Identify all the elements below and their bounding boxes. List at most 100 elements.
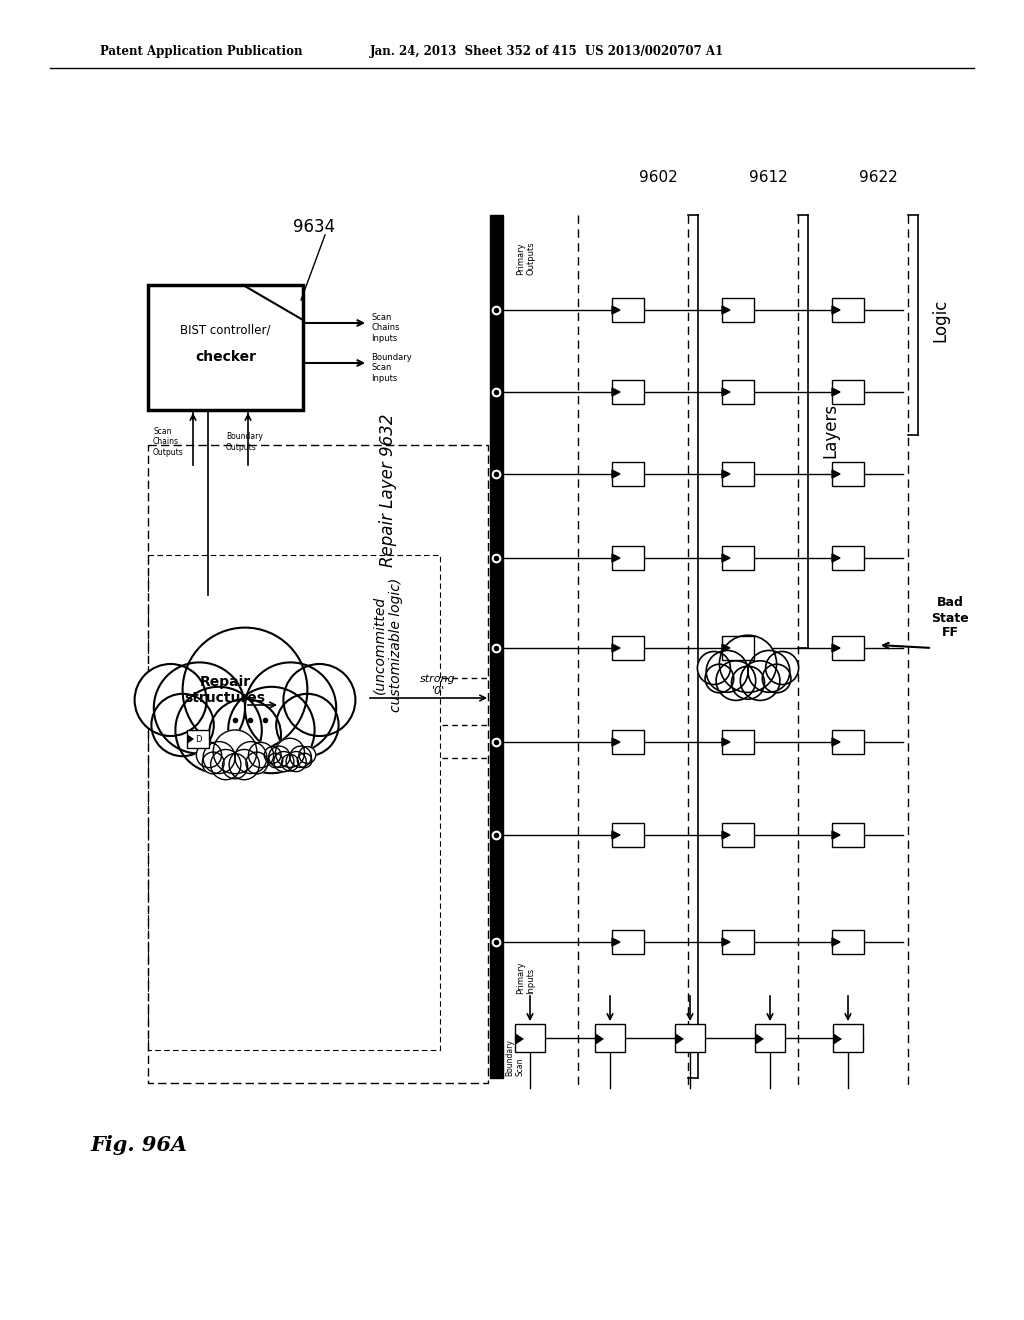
Polygon shape [831, 644, 840, 652]
Polygon shape [831, 832, 840, 840]
Circle shape [222, 754, 248, 779]
Polygon shape [831, 306, 840, 314]
Polygon shape [833, 1034, 842, 1045]
Circle shape [211, 750, 241, 780]
Circle shape [134, 664, 207, 737]
Polygon shape [831, 939, 840, 946]
Circle shape [229, 750, 259, 780]
Circle shape [268, 746, 290, 767]
Circle shape [697, 652, 730, 685]
Polygon shape [831, 554, 840, 562]
Polygon shape [612, 554, 620, 562]
Bar [755, 1024, 785, 1052]
Bar [612, 636, 644, 660]
Circle shape [152, 694, 214, 756]
Circle shape [209, 700, 281, 771]
Polygon shape [187, 734, 194, 744]
Circle shape [284, 664, 355, 737]
Bar [722, 462, 754, 486]
Bar [148, 285, 303, 411]
Polygon shape [722, 939, 730, 946]
Circle shape [716, 661, 756, 701]
Bar [831, 730, 864, 754]
Bar [612, 931, 644, 954]
Polygon shape [722, 388, 730, 396]
Polygon shape [595, 1034, 604, 1045]
Bar [722, 931, 754, 954]
Circle shape [299, 747, 315, 763]
Text: checker: checker [195, 350, 256, 364]
Polygon shape [612, 470, 620, 478]
Circle shape [197, 742, 221, 768]
Bar [831, 298, 864, 322]
Circle shape [203, 752, 224, 774]
Polygon shape [755, 1034, 764, 1045]
Polygon shape [612, 738, 620, 746]
Circle shape [175, 686, 262, 774]
Bar [187, 730, 209, 748]
Bar [612, 822, 644, 847]
Polygon shape [612, 306, 620, 314]
Circle shape [766, 652, 799, 685]
Bar [722, 636, 754, 660]
Circle shape [707, 651, 748, 692]
Circle shape [720, 635, 776, 693]
Text: Layers: Layers [821, 403, 839, 458]
Bar [612, 298, 644, 322]
Text: Scan
Chains
Outputs: Scan Chains Outputs [153, 428, 183, 457]
Circle shape [249, 742, 273, 768]
Text: strong
'0': strong '0' [420, 675, 456, 696]
Text: Fig. 96A: Fig. 96A [90, 1135, 187, 1155]
Text: Bad
State
FF: Bad State FF [931, 597, 969, 639]
Polygon shape [722, 832, 730, 840]
Circle shape [740, 661, 780, 701]
Circle shape [228, 686, 314, 774]
Bar [722, 546, 754, 570]
Text: Scan
Chains
Inputs: Scan Chains Inputs [371, 313, 399, 343]
Bar [831, 931, 864, 954]
Bar [675, 1024, 705, 1052]
Bar [831, 462, 864, 486]
Bar [515, 1024, 545, 1052]
Text: Primary
Outputs: Primary Outputs [516, 242, 536, 275]
Circle shape [154, 663, 245, 754]
Text: BIST controller/: BIST controller/ [180, 323, 270, 337]
Polygon shape [612, 644, 620, 652]
Circle shape [246, 752, 267, 774]
Text: Primary
Inputs: Primary Inputs [516, 962, 536, 994]
Circle shape [264, 747, 281, 763]
Text: 9622: 9622 [859, 170, 897, 186]
Polygon shape [722, 738, 730, 746]
Bar [612, 546, 644, 570]
Text: D: D [195, 734, 202, 743]
Bar [831, 380, 864, 404]
Text: Boundary
Scan
Inputs: Boundary Scan Inputs [371, 352, 412, 383]
Bar [722, 730, 754, 754]
Text: Boundary
Scan: Boundary Scan [505, 1040, 524, 1076]
Bar [722, 380, 754, 404]
Text: Patent Application Publication: Patent Application Publication [100, 45, 302, 58]
Bar [722, 298, 754, 322]
Text: Repair
structures: Repair structures [184, 675, 265, 705]
Bar [595, 1024, 625, 1052]
Bar [612, 730, 644, 754]
Circle shape [748, 651, 790, 692]
Circle shape [273, 751, 294, 772]
Circle shape [297, 754, 312, 768]
Polygon shape [722, 306, 730, 314]
Circle shape [286, 751, 306, 772]
Circle shape [245, 663, 336, 754]
Bar [831, 546, 864, 570]
Bar [722, 822, 754, 847]
Text: Repair Layer 9632: Repair Layer 9632 [379, 413, 397, 566]
Polygon shape [831, 470, 840, 478]
Circle shape [268, 754, 283, 768]
Bar [612, 462, 644, 486]
Circle shape [182, 627, 307, 752]
Polygon shape [515, 1034, 524, 1045]
Polygon shape [612, 939, 620, 946]
Bar [831, 822, 864, 847]
Polygon shape [612, 388, 620, 396]
Bar [831, 636, 864, 660]
Bar [612, 380, 644, 404]
